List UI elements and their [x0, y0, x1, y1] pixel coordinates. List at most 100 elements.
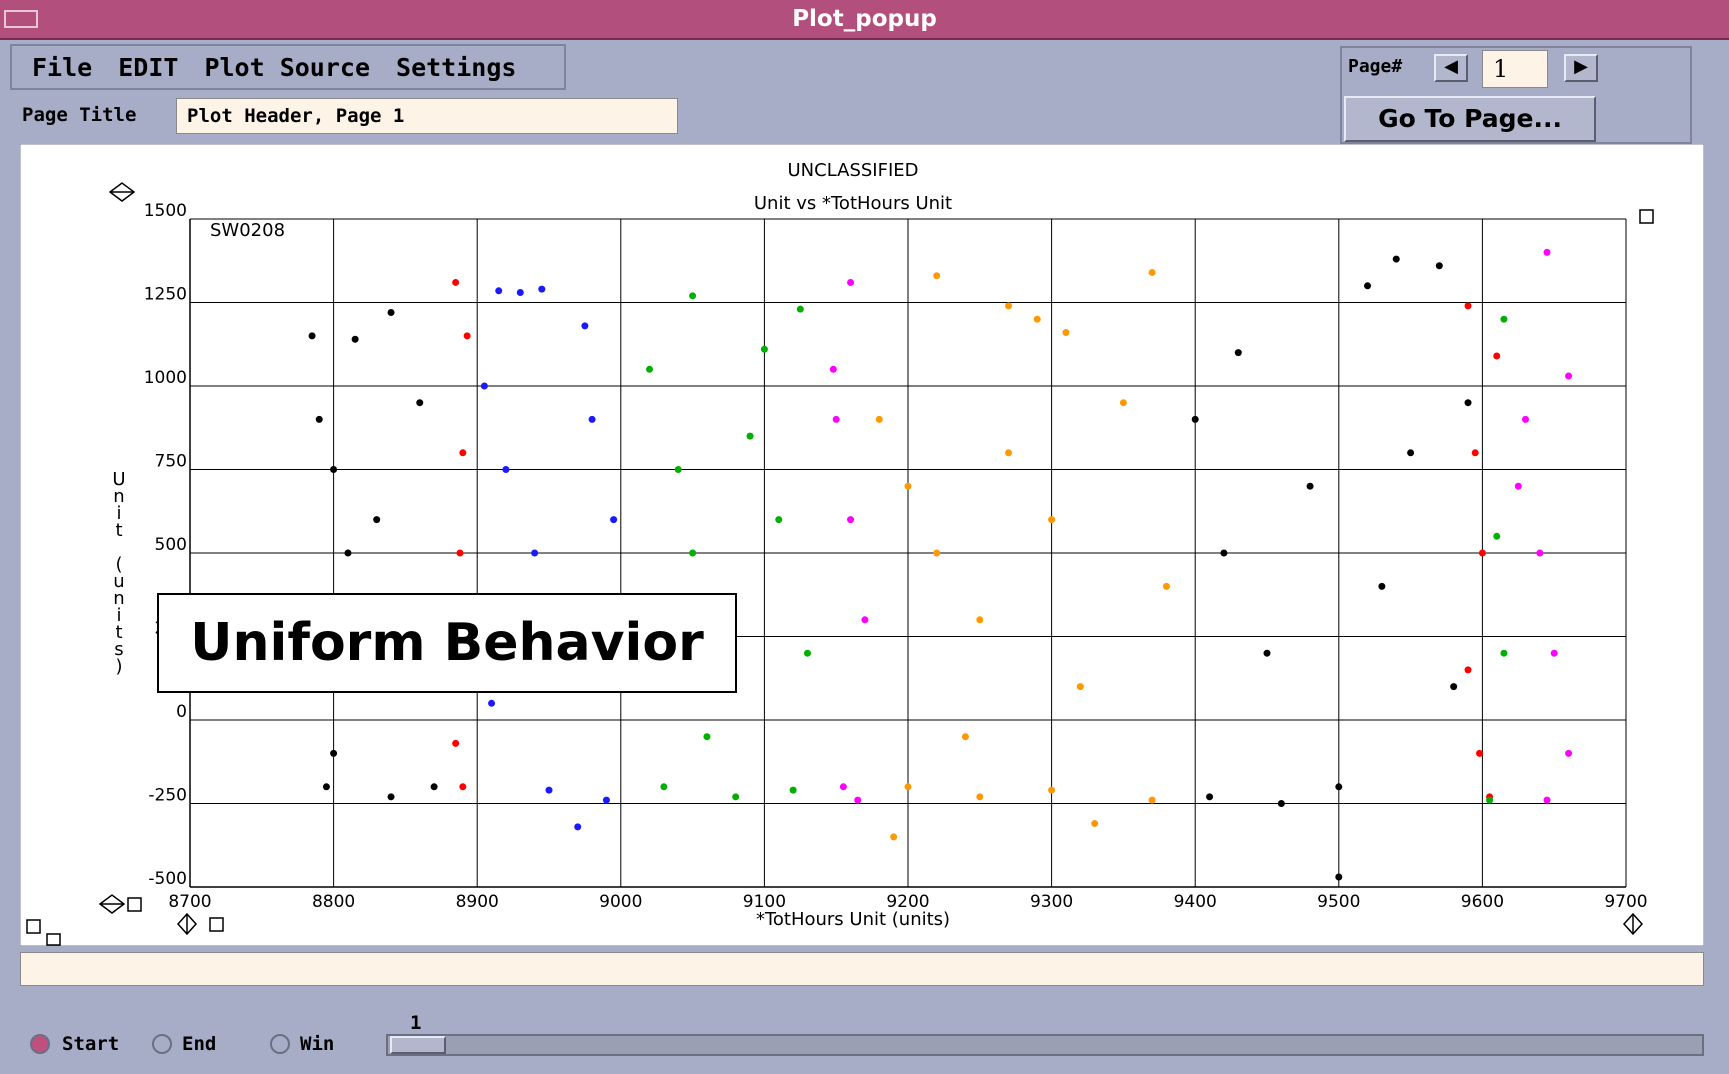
plot-panel: UNCLASSIFIED Unit vs *TotHours Unit *Tot…	[20, 144, 1704, 946]
menu-item[interactable]: File	[32, 52, 93, 82]
window-menu-button[interactable]	[4, 10, 38, 28]
point	[832, 415, 840, 423]
point	[452, 739, 460, 747]
radio[interactable]	[152, 1034, 172, 1054]
y-tick-label: 0	[176, 702, 187, 722]
point	[387, 793, 395, 801]
point	[610, 516, 618, 524]
menu-item[interactable]: Plot Source	[204, 52, 371, 82]
plot-background	[20, 144, 1704, 946]
point	[775, 516, 783, 524]
y-tick-label: -250	[148, 786, 187, 806]
page-title-input[interactable]: Plot Header, Page 1	[176, 98, 678, 134]
x-axis-label: *TotHours Unit (units)	[756, 909, 950, 930]
point	[459, 783, 467, 791]
radio-label: End	[182, 1033, 217, 1055]
point	[1500, 315, 1508, 323]
x-tick-label: 9500	[1317, 892, 1360, 912]
x-tick-label: 8900	[456, 892, 499, 912]
resize-handle[interactable]	[46, 933, 61, 946]
x-tick-label: 9000	[599, 892, 642, 912]
zoom-handle[interactable]	[176, 912, 198, 936]
callout-box	[157, 593, 737, 693]
slider-thumb[interactable]	[390, 1036, 446, 1054]
point	[452, 278, 460, 286]
point	[463, 332, 471, 340]
resize-handle[interactable]	[209, 917, 224, 932]
point	[689, 292, 697, 300]
point	[1493, 352, 1501, 360]
point	[1335, 873, 1343, 881]
point	[351, 335, 359, 343]
point	[459, 449, 467, 457]
menu-item[interactable]: Settings	[396, 52, 517, 82]
point	[839, 783, 847, 791]
y-tick-label: 750	[155, 452, 187, 472]
x-tick-label: 9600	[1461, 892, 1504, 912]
menu-item[interactable]: EDIT	[118, 52, 179, 82]
point	[1119, 399, 1127, 407]
go-to-page-button[interactable]: Go To Page...	[1344, 96, 1596, 142]
callout-text: Uniform Behavior	[190, 613, 704, 673]
x-tick-label: 9200	[886, 892, 929, 912]
point	[1464, 302, 1472, 310]
x-tick-label: 8700	[168, 892, 211, 912]
chart-title: UNCLASSIFIED	[787, 160, 918, 181]
point	[373, 516, 381, 524]
chart-subtitle: Unit vs *TotHours Unit	[754, 193, 952, 214]
point	[1033, 315, 1041, 323]
point	[1486, 796, 1494, 804]
radio-selected[interactable]	[30, 1034, 50, 1054]
page-title-label: Page Title	[22, 104, 137, 126]
point	[961, 733, 969, 741]
zoom-handle[interactable]	[1622, 912, 1644, 936]
point	[430, 783, 438, 791]
point	[1471, 449, 1479, 457]
point	[1493, 532, 1501, 540]
slider-track[interactable]	[386, 1034, 1704, 1056]
resize-handle[interactable]	[26, 919, 41, 934]
point	[660, 783, 668, 791]
x-tick-label: 9700	[1604, 892, 1647, 912]
point	[1076, 683, 1084, 691]
page-input[interactable]: 1	[1482, 50, 1548, 88]
prev-page[interactable]: ◀	[1434, 54, 1468, 82]
point	[1364, 282, 1372, 290]
resize-handle[interactable]	[127, 897, 142, 912]
point	[1407, 449, 1415, 457]
point	[847, 278, 855, 286]
zoom-handle[interactable]	[108, 182, 136, 202]
point	[904, 482, 912, 490]
status-field[interactable]	[20, 952, 1704, 986]
point	[545, 786, 553, 794]
point	[789, 786, 797, 794]
point	[1335, 783, 1343, 791]
point	[1048, 786, 1056, 794]
resize-handle[interactable]	[1639, 209, 1654, 224]
point	[502, 466, 510, 473]
point	[829, 365, 837, 373]
point	[746, 432, 754, 440]
point	[646, 365, 654, 373]
point	[760, 345, 768, 353]
point	[1543, 248, 1551, 256]
radio[interactable]	[270, 1034, 290, 1054]
point	[976, 793, 984, 801]
point	[1148, 796, 1156, 804]
point	[588, 415, 596, 423]
point	[1263, 649, 1271, 657]
point	[875, 415, 883, 423]
point	[1162, 582, 1170, 590]
x-tick-label: 9100	[743, 892, 786, 912]
point	[1005, 302, 1013, 310]
point	[330, 749, 338, 757]
radio-label: Start	[62, 1033, 120, 1055]
next-page[interactable]: ▶	[1564, 54, 1598, 82]
x-tick-label: 9300	[1030, 892, 1073, 912]
zoom-handle[interactable]	[98, 894, 126, 914]
point	[1220, 549, 1228, 557]
y-tick-label: 500	[155, 535, 187, 555]
menu-bar: File EDIT Plot Source Settings	[10, 44, 566, 90]
point	[1378, 582, 1386, 590]
